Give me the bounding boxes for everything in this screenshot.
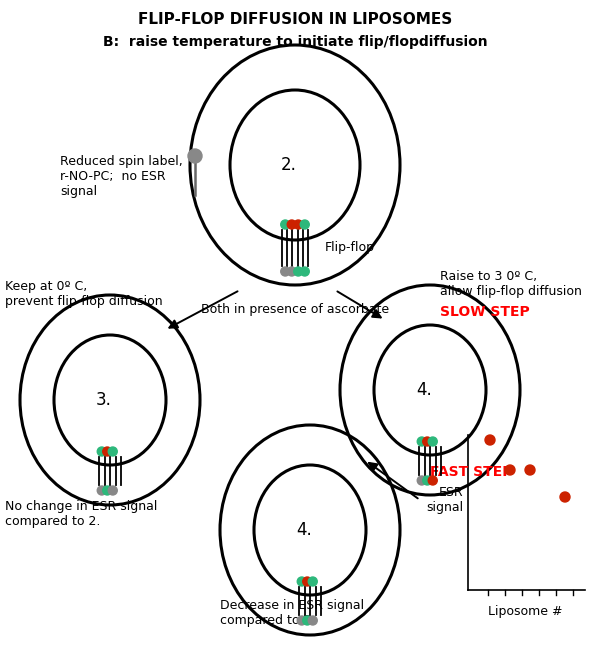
Circle shape [485, 435, 495, 445]
Circle shape [303, 616, 312, 625]
Circle shape [108, 447, 117, 456]
Text: 4.: 4. [416, 381, 432, 399]
Text: Raise to 3 0º C,
allow flip-flop diffusion: Raise to 3 0º C, allow flip-flop diffusi… [440, 270, 582, 298]
Text: B:  raise temperature to initiate flip/flopdiffusion: B: raise temperature to initiate flip/fl… [103, 35, 487, 49]
Text: SLOW STEP: SLOW STEP [440, 305, 530, 319]
Circle shape [428, 437, 437, 446]
Circle shape [505, 465, 515, 475]
Text: ESR
signal: ESR signal [426, 486, 463, 514]
Text: FLIP-FLOP DIFFUSION IN LIPOSOMES: FLIP-FLOP DIFFUSION IN LIPOSOMES [138, 12, 452, 27]
Circle shape [417, 437, 426, 446]
Circle shape [97, 486, 106, 495]
Text: Decrease in ESR signal
compared to 2: Decrease in ESR signal compared to 2 [220, 599, 364, 627]
Circle shape [308, 577, 317, 586]
Circle shape [300, 220, 309, 229]
Circle shape [108, 486, 117, 495]
Circle shape [525, 465, 535, 475]
Text: 2.: 2. [281, 156, 297, 174]
Text: 4.: 4. [296, 521, 312, 539]
Circle shape [281, 267, 290, 276]
Circle shape [294, 267, 303, 276]
Circle shape [103, 447, 112, 456]
Text: Both in presence of ascorbate: Both in presence of ascorbate [201, 303, 389, 316]
Circle shape [308, 616, 317, 625]
Circle shape [297, 577, 306, 586]
Text: Reduced spin label,
r-NO-PC;  no ESR
signal: Reduced spin label, r-NO-PC; no ESR sign… [60, 155, 183, 198]
Circle shape [428, 476, 437, 485]
Text: Flip-flop: Flip-flop [325, 242, 375, 255]
Circle shape [188, 149, 202, 163]
Circle shape [297, 616, 306, 625]
Text: 3.: 3. [96, 391, 112, 409]
Circle shape [287, 267, 296, 276]
Text: Keep at 0º C,
prevent flip-flop diffusion: Keep at 0º C, prevent flip-flop diffusio… [5, 280, 163, 308]
Circle shape [300, 267, 309, 276]
Circle shape [560, 492, 570, 502]
Circle shape [417, 476, 426, 485]
Circle shape [423, 476, 432, 485]
Text: No change in ESR signal
compared to 2.: No change in ESR signal compared to 2. [5, 500, 158, 528]
Circle shape [287, 220, 296, 229]
Circle shape [281, 220, 290, 229]
Text: Liposome #: Liposome # [488, 605, 562, 618]
Circle shape [423, 437, 432, 446]
Text: FAST STEP: FAST STEP [430, 465, 513, 479]
Circle shape [303, 577, 312, 586]
Circle shape [97, 447, 106, 456]
Circle shape [294, 220, 303, 229]
Circle shape [103, 486, 112, 495]
